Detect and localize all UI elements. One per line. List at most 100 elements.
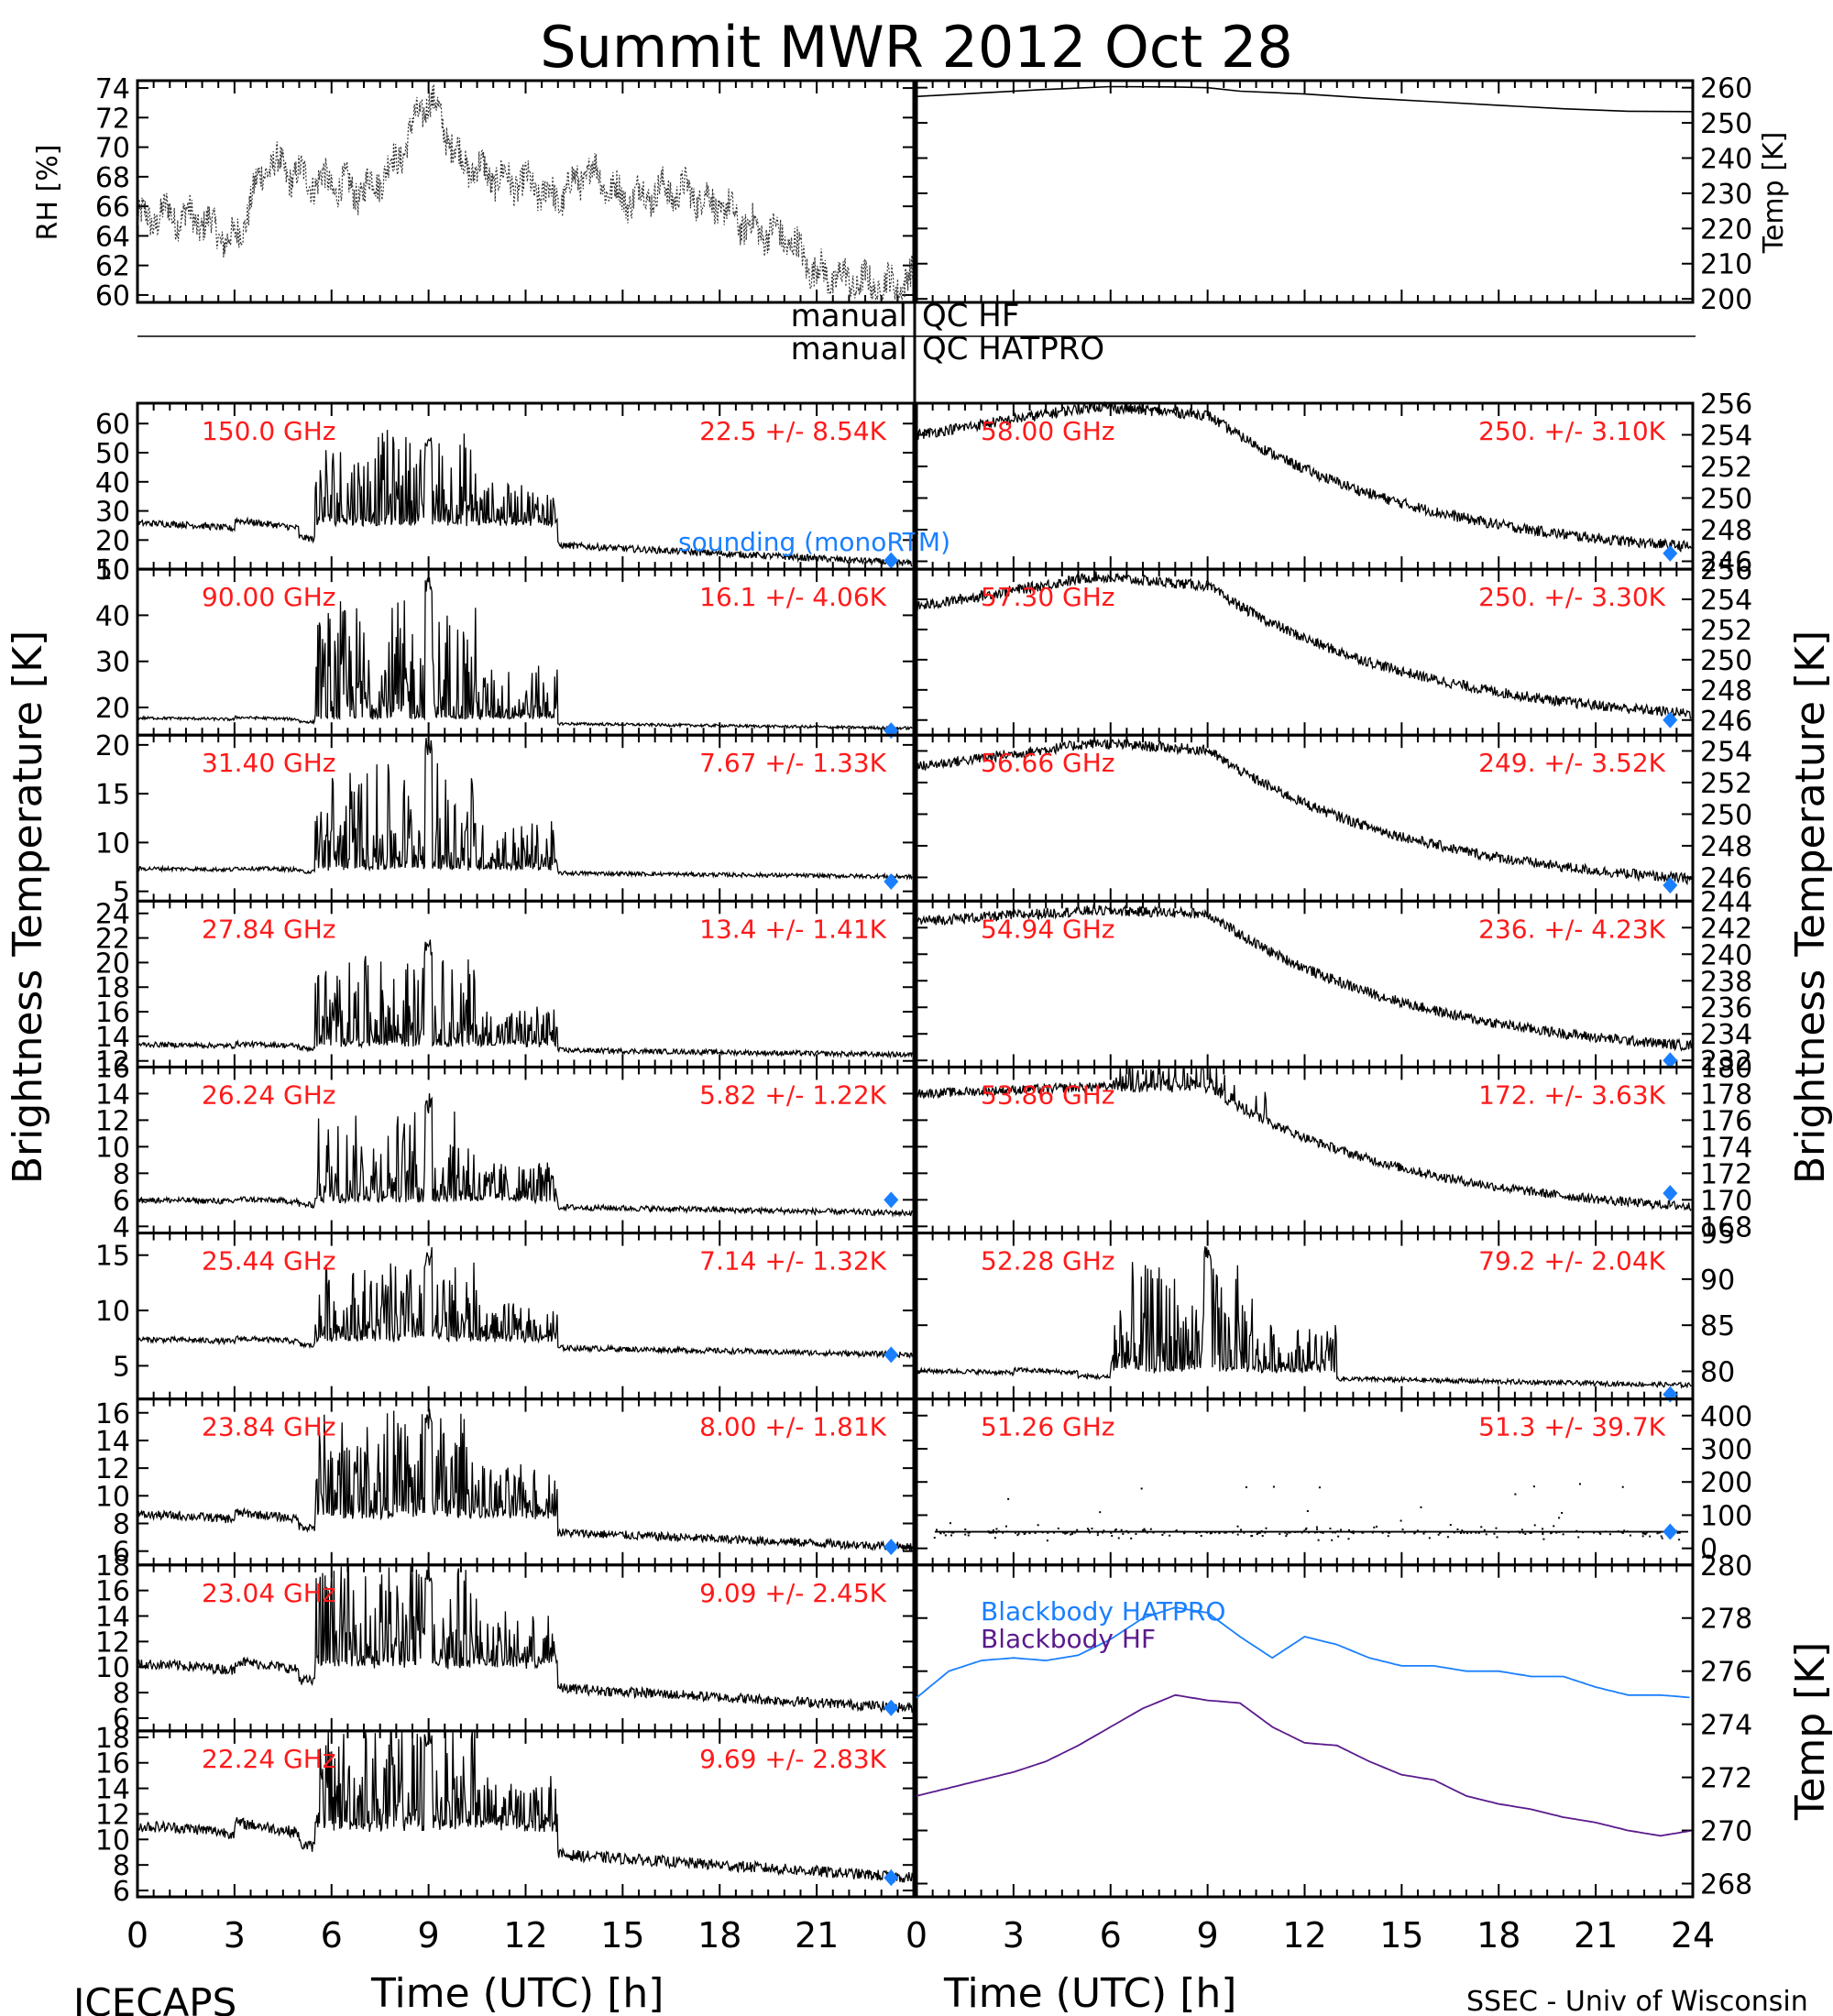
channel-point	[1260, 1529, 1263, 1532]
channel-point	[1135, 1533, 1137, 1536]
blackbody-legend: Blackbody HATPRO	[981, 1596, 1225, 1627]
channel-series	[137, 738, 913, 881]
channel-point	[1480, 1526, 1483, 1528]
channel-point	[1617, 1530, 1619, 1533]
channel-point	[1163, 1531, 1166, 1534]
y-tick-label: 246	[1700, 546, 1752, 578]
channel-point	[1071, 1532, 1074, 1535]
channel-point	[1146, 1531, 1148, 1534]
channel-point	[1449, 1524, 1452, 1527]
y-tick-label: 168	[1700, 1211, 1752, 1244]
blackbody-series	[916, 1606, 1690, 1699]
channel-point	[1347, 1538, 1350, 1540]
y-tick-label: 172	[1700, 1158, 1752, 1190]
y-tick-label: 16	[95, 1052, 130, 1084]
channel-point	[949, 1522, 951, 1525]
channel-point	[1542, 1531, 1544, 1534]
channel-point	[1385, 1530, 1388, 1533]
channel-point	[967, 1534, 970, 1537]
channel-point	[1621, 1485, 1624, 1488]
y-tick-label: 250	[1700, 645, 1752, 677]
y-tick-label: 268	[1700, 1869, 1752, 1901]
y-tick-label: 10	[95, 1481, 130, 1513]
channel-point	[1065, 1531, 1068, 1534]
channel-point	[1272, 1485, 1275, 1488]
channel-point	[1350, 1531, 1353, 1534]
channel-point	[1604, 1530, 1607, 1533]
channel-point	[987, 1530, 990, 1533]
y-tick-label: 10	[95, 554, 130, 586]
y-tick-label: 300	[1700, 1434, 1752, 1466]
channel-frequency-label: 54.94 GHz	[981, 914, 1115, 944]
channel-point	[1024, 1531, 1026, 1534]
y-tick-label: 12	[95, 1453, 130, 1485]
y-tick-label: 252	[1700, 452, 1752, 484]
y-tick-label: 22	[95, 924, 130, 956]
channel-point	[1096, 1534, 1099, 1537]
channel-point	[1542, 1533, 1544, 1536]
y-tick-label: 254	[1700, 585, 1752, 617]
channel-point	[1456, 1528, 1459, 1530]
plot-area: 6062646668707274200210220230240250260RH …	[5, 73, 1833, 1956]
channel-point	[988, 1531, 991, 1534]
y-tick-label: 400	[1700, 1401, 1752, 1433]
channel-stat-label: 5.82 +/- 1.22K	[699, 1079, 886, 1110]
y-tick-label: 280	[1700, 1550, 1752, 1583]
y-tick-label: 62	[95, 251, 130, 283]
channel-point	[1130, 1537, 1133, 1539]
channel-point	[1284, 1531, 1287, 1534]
channel-point	[1149, 1528, 1152, 1530]
y-tick-label: 10	[95, 1132, 130, 1164]
channel-point	[1507, 1531, 1509, 1534]
channel-point	[943, 1531, 946, 1534]
y-tick-label: 100	[1700, 1500, 1752, 1532]
channel-stat-label: 250. +/- 3.30K	[1478, 582, 1665, 612]
channel-point	[1485, 1533, 1487, 1536]
channel-point	[1305, 1527, 1308, 1529]
channel-stat-label: 172. +/- 3.63K	[1478, 1079, 1665, 1110]
y-tick-label: 170	[1700, 1185, 1752, 1217]
x-tick-label: 9	[1197, 1915, 1219, 1956]
y-tick-label: 6	[113, 1704, 130, 1736]
channel-point	[952, 1531, 955, 1534]
y-tick-label: 12	[95, 1799, 130, 1831]
channel-point	[1062, 1531, 1065, 1534]
y-tick-label: 248	[1700, 675, 1752, 707]
channel-point	[1517, 1530, 1520, 1533]
left-axis-title: Brightness Temperature [K]	[5, 630, 51, 1184]
channel-point	[1233, 1530, 1235, 1533]
channel-point	[1224, 1531, 1226, 1534]
y-tick-label: 210	[1700, 249, 1752, 281]
sounding-marker	[884, 1539, 899, 1556]
y-tick-label: 10	[95, 827, 130, 860]
sounding-marker	[884, 552, 899, 569]
channel-point	[1091, 1528, 1093, 1530]
x-tick-label: 15	[1379, 1915, 1423, 1956]
channel-frequency-label: 150.0 GHz	[202, 416, 336, 446]
channel-point	[1175, 1529, 1178, 1532]
channel-point	[1117, 1537, 1120, 1539]
channel-point	[1152, 1531, 1155, 1534]
sounding-marker	[1663, 1185, 1678, 1202]
x-tick-label: 21	[1574, 1915, 1618, 1956]
channel-point	[1064, 1532, 1067, 1535]
x-tick-label: 24	[1671, 1915, 1715, 1956]
y-tick-label: 270	[1700, 1816, 1752, 1848]
channel-series	[137, 1092, 913, 1218]
y-tick-label: 232	[1700, 1046, 1752, 1078]
channel-point	[1558, 1530, 1561, 1533]
channel-point	[1372, 1530, 1375, 1533]
y-tick-label: 246	[1700, 706, 1752, 738]
channel-point	[1530, 1531, 1532, 1534]
y-tick-label: 68	[95, 162, 130, 194]
channel-point	[1195, 1531, 1198, 1534]
rh-axis-label: RH [%]	[32, 145, 64, 241]
channel-point	[1381, 1531, 1384, 1534]
channel-stat-label: 249. +/- 3.52K	[1478, 748, 1665, 778]
channel-point	[1313, 1531, 1316, 1534]
y-tick-label: 12	[95, 1627, 130, 1659]
channel-point	[1593, 1531, 1596, 1534]
channel-frequency-label: 23.04 GHz	[202, 1578, 336, 1608]
y-tick-label: 20	[95, 730, 130, 762]
